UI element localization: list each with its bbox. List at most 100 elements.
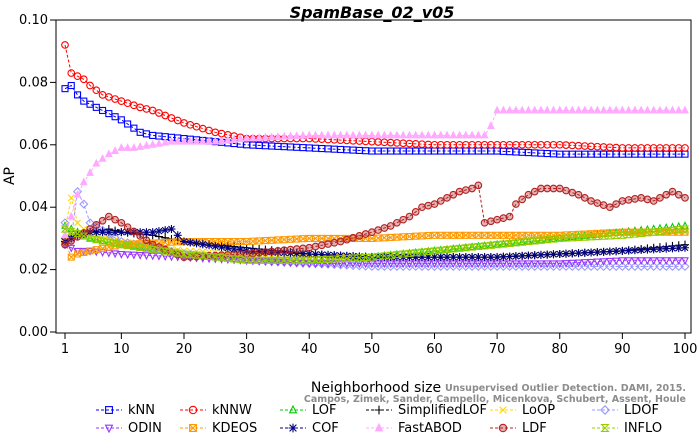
data-point (649, 197, 658, 205)
data-point (355, 252, 364, 261)
data-point (248, 256, 258, 264)
legend-label: SimplifiedLOF (398, 403, 487, 418)
data-point (587, 248, 596, 257)
data-point (354, 261, 364, 271)
data-point (543, 250, 552, 259)
data-point (599, 247, 608, 256)
data-point (424, 130, 433, 139)
data-point (60, 225, 70, 233)
data-point (336, 237, 345, 246)
y-tick-label: 0.10 (19, 13, 48, 28)
data-point (524, 251, 533, 260)
data-point (305, 250, 314, 258)
legend-label: ODIN (128, 421, 162, 434)
data-point (92, 221, 101, 229)
data-point (643, 229, 652, 237)
data-point (167, 225, 176, 234)
legend-item-simplifiedlof: SimplifiedLOF (366, 403, 487, 418)
data-point (317, 250, 326, 259)
data-point (524, 260, 533, 269)
data-point (486, 253, 495, 262)
data-point (518, 105, 527, 114)
data-point (292, 249, 301, 258)
data-point (568, 259, 577, 268)
data-point (662, 190, 671, 199)
data-point (342, 235, 351, 244)
data-point (142, 228, 151, 237)
data-point (668, 226, 677, 234)
data-point (411, 208, 420, 216)
data-point (279, 256, 289, 264)
data-point (493, 260, 502, 269)
data-point (537, 184, 545, 193)
data-point (288, 404, 298, 414)
data-point (499, 252, 508, 261)
data-point (517, 261, 527, 272)
data-point (299, 244, 307, 253)
plot-frame (55, 19, 692, 334)
data-point (217, 252, 226, 261)
x-axis: 1 10 20 30 40 50 60 70 80 90 100 (61, 333, 697, 357)
data-point (248, 255, 257, 264)
data-point (474, 241, 483, 250)
data-point (618, 105, 627, 114)
data-point (637, 105, 646, 114)
data-point (374, 226, 382, 234)
data-point (637, 193, 646, 202)
data-point (680, 261, 690, 272)
data-point (355, 254, 364, 262)
data-point (380, 252, 389, 260)
data-point (568, 105, 577, 114)
data-point (512, 200, 520, 208)
data-point (612, 247, 621, 256)
data-point (267, 247, 276, 256)
data-point (380, 253, 389, 262)
data-point (618, 231, 627, 239)
data-point (549, 105, 558, 114)
data-point (429, 261, 440, 272)
data-point (574, 105, 583, 114)
data-point (636, 229, 646, 237)
series-line (64, 109, 685, 236)
legend-item-ldf: LDF (490, 421, 547, 434)
data-point (311, 260, 320, 269)
data-point (536, 236, 546, 244)
data-point (492, 241, 502, 249)
data-point (493, 105, 502, 114)
data-point (461, 130, 470, 139)
y-tick-label: 0.08 (19, 75, 48, 90)
data-point (130, 124, 138, 132)
data-point (148, 228, 157, 237)
legend-item-ldof: LDOF (592, 403, 659, 418)
data-point (305, 243, 314, 252)
data-point (336, 130, 345, 139)
data-point (142, 130, 150, 138)
data-point (80, 248, 88, 256)
data-point (161, 226, 170, 235)
legend-item-loop: LoOP (490, 403, 555, 418)
data-point (474, 181, 483, 190)
data-point (605, 105, 614, 114)
data-point (523, 261, 534, 272)
data-point (580, 248, 589, 257)
data-point (198, 124, 207, 133)
data-point (92, 86, 101, 95)
data-point (167, 253, 176, 262)
data-point (148, 245, 158, 253)
data-point (130, 227, 138, 236)
data-point (73, 189, 82, 198)
data-point (580, 233, 590, 241)
data-point (561, 261, 571, 272)
data-point (417, 248, 427, 256)
series-layer (60, 41, 690, 272)
data-point (355, 232, 364, 240)
data-point (349, 233, 357, 242)
data-point (580, 105, 589, 114)
data-point (92, 228, 101, 237)
legend-label: kNN (128, 403, 155, 418)
data-point (436, 130, 445, 139)
legend-item-lof: LOF (280, 403, 337, 418)
data-point (317, 256, 327, 264)
data-point (242, 256, 251, 264)
